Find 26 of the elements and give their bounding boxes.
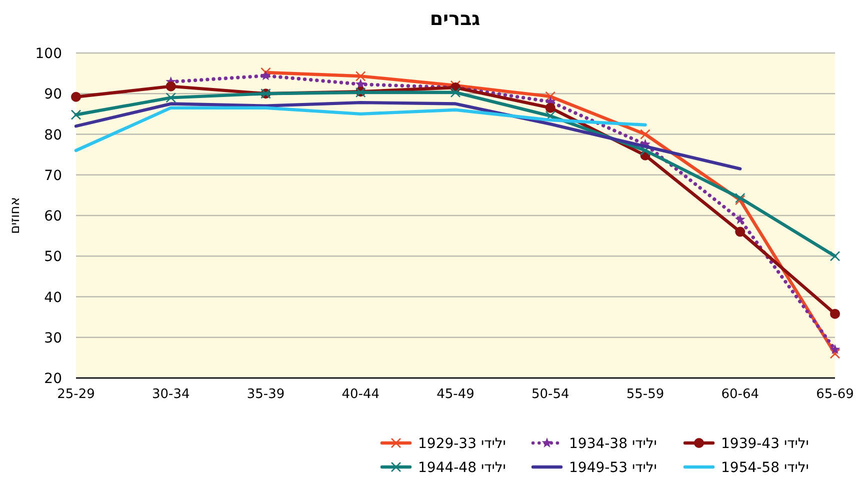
y-tick-label: 90	[44, 86, 62, 103]
y-axis-title: אחוזים	[8, 197, 23, 234]
chart-title: גברים	[430, 8, 480, 30]
y-tick-label: 60	[44, 208, 62, 224]
x-tick-label: 55-59	[626, 387, 664, 402]
x-tick-label: 25-29	[57, 387, 95, 402]
legend-label: ילידי 1949-53	[569, 460, 657, 476]
legend-label: ילידי 1934-38	[569, 436, 657, 452]
y-tick-label: 30	[44, 330, 62, 346]
legend-label: ילידי 1939-43	[721, 436, 809, 452]
y-tick-label: 40	[44, 290, 62, 306]
x-tick-label: 40-44	[342, 387, 380, 402]
legend-label: ילידי 1944-48	[418, 460, 506, 476]
legend-label: ילידי 1954-58	[721, 460, 809, 476]
x-tick-label: 50-54	[531, 387, 570, 402]
y-tick-label: 50	[44, 249, 62, 266]
x-tick-label: 45-49	[436, 387, 474, 402]
x-tick-label: 35-39	[246, 387, 285, 402]
legend-label: ילידי 1929-33	[418, 436, 506, 452]
y-tick-label: 70	[44, 168, 62, 184]
x-tick-label: 60-64	[721, 387, 760, 402]
y-tick-label: 80	[44, 127, 62, 144]
y-tick-label: 20	[44, 371, 62, 387]
x-tick-label: 65-69	[816, 387, 854, 402]
y-tick-label: 100	[35, 46, 62, 62]
x-tick-label: 30-34	[152, 387, 190, 402]
